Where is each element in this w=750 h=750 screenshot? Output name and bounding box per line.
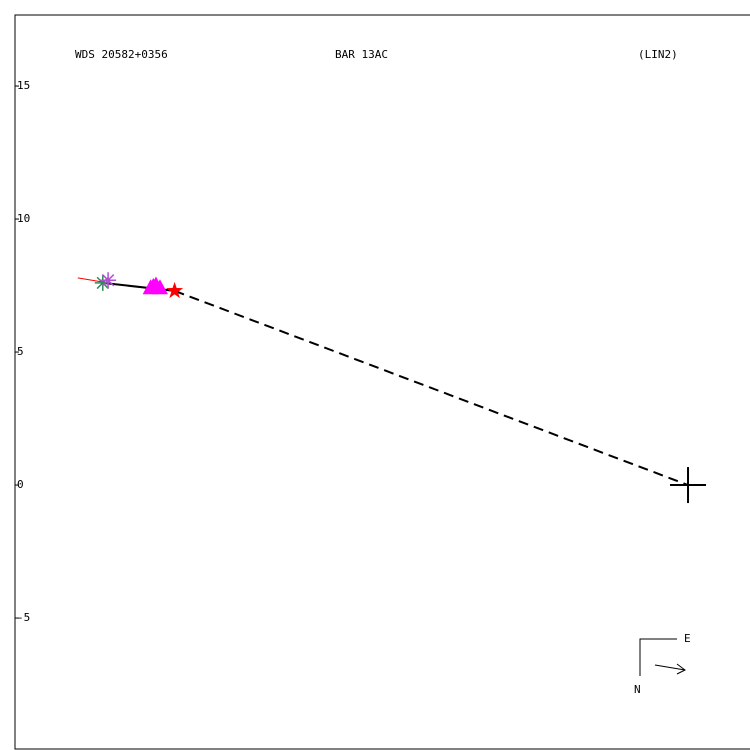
asterisk-point <box>100 272 117 289</box>
frame <box>14 14 750 750</box>
asterisk-stroke <box>101 274 115 287</box>
compass-arrow <box>654 664 686 671</box>
y-tick-label: 10 <box>17 212 30 225</box>
triangle-point <box>145 277 162 293</box>
compass-north: N <box>634 683 641 696</box>
annotation: (LIN2) <box>638 48 678 61</box>
y-tick-label: -5 <box>17 611 30 624</box>
y-tick-label: 15 <box>17 79 30 92</box>
y-tick-label: 0 <box>17 478 24 491</box>
y-tick-label: 5 <box>17 345 24 358</box>
star-point <box>166 281 184 299</box>
compass: E N <box>634 632 691 696</box>
chart-subtitle: BAR 13AC <box>335 48 388 61</box>
compass-axes <box>639 638 677 676</box>
compass-arrowhead <box>676 663 686 675</box>
compass-east: E <box>684 632 691 645</box>
chart-title: WDS 20582+0356 <box>75 48 168 61</box>
dashed-line <box>174 289 689 486</box>
